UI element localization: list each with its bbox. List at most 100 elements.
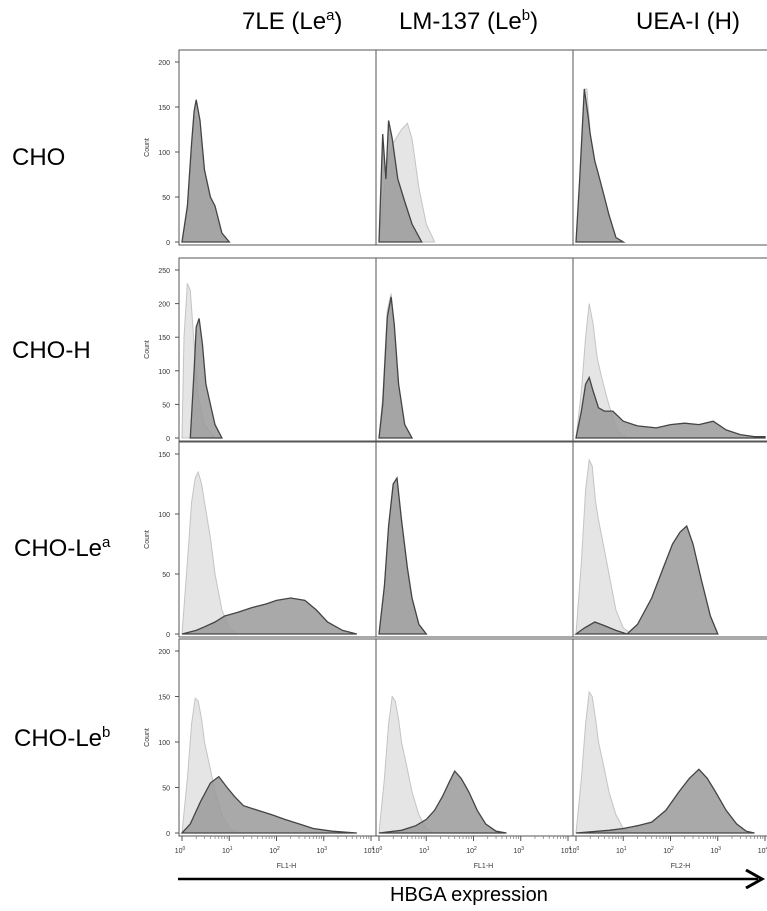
x-tick-label: 102	[269, 846, 280, 855]
y-tick-label: 0	[166, 436, 170, 443]
x-tick-exponent: 1	[230, 846, 233, 852]
y-axis-label: Count	[144, 138, 151, 157]
y-tick-label: 50	[162, 572, 170, 579]
column-title-tail: )	[530, 8, 539, 35]
row-title-text: CHO	[12, 144, 66, 171]
x-tick-label: 102	[663, 846, 674, 855]
x-axis-caption: HBGA expression	[390, 884, 548, 906]
row-title-sup: b	[102, 724, 111, 741]
x-tick-exponent: 2	[671, 846, 674, 852]
y-tick-label: 0	[166, 240, 170, 247]
x-tick-label: 101	[419, 846, 430, 855]
y-tick-label: 100	[158, 740, 170, 747]
x-axis-label: FL1-H	[474, 863, 493, 870]
stained-histogram	[180, 775, 357, 834]
x-tick-label: 101	[222, 846, 233, 855]
x-axis-label: FL2-H	[671, 863, 690, 870]
y-tick-label: 50	[162, 402, 170, 409]
column-title-7le: 7LE (Lea)	[242, 8, 342, 36]
stained-histogram	[181, 597, 357, 635]
y-tick-label: 200	[158, 302, 170, 309]
column-title-text: LM-137 (Le	[399, 8, 522, 35]
column-title-tail: )	[334, 8, 343, 35]
panel-frame	[572, 441, 767, 638]
stained-histogram	[189, 318, 223, 439]
stained-histogram	[575, 768, 755, 834]
x-tick-exponent: 4	[766, 846, 767, 852]
row-title-sup: a	[102, 534, 111, 551]
stained-histogram	[378, 476, 428, 635]
row-title-text: CHO-Le	[14, 725, 103, 752]
x-tick-exponent: 1	[624, 846, 627, 852]
column-title-text: 7LE (Le	[242, 8, 327, 35]
x-tick-label: 104	[758, 846, 767, 855]
y-axis-label: Count	[144, 728, 151, 747]
x-tick-label: 103	[316, 846, 327, 855]
y-tick-label: 100	[158, 150, 170, 157]
y-tick-label: 50	[162, 195, 170, 202]
stained-histogram	[378, 296, 414, 439]
x-tick-exponent: 4	[569, 846, 572, 852]
y-tick-label: 100	[158, 512, 170, 519]
y-tick-label: 50	[162, 786, 170, 793]
x-tick-label: 103	[513, 846, 524, 855]
row-title-cho-h: CHO-H	[12, 337, 91, 365]
stained-histogram	[378, 120, 423, 243]
y-tick-label: 250	[158, 268, 170, 275]
column-title-lm137: LM-137 (Leb)	[399, 8, 538, 36]
arrow-head	[745, 869, 766, 889]
x-axis-label: FL1-H	[277, 863, 296, 870]
x-tick-exponent: 3	[324, 846, 327, 852]
stained-histogram	[573, 524, 719, 635]
control-histogram	[575, 458, 634, 635]
x-tick-exponent: 0	[183, 846, 186, 852]
row-title-cho: CHO	[12, 144, 65, 172]
x-tick-label: 100	[569, 846, 580, 855]
row-title-cho-leb: CHO-Leb	[14, 725, 110, 753]
y-tick-label: 0	[166, 632, 170, 639]
x-tick-exponent: 4	[372, 846, 375, 852]
column-title-sup: b	[521, 7, 531, 24]
y-tick-label: 0	[166, 831, 170, 838]
row-title-text: CHO-Le	[14, 535, 103, 562]
y-tick-label: 100	[158, 369, 170, 376]
x-tick-exponent: 0	[577, 846, 580, 852]
y-axis-label: Count	[144, 530, 151, 549]
expression-arrow	[178, 869, 766, 889]
row-title-cho-lea: CHO-Lea	[14, 535, 110, 563]
control-histogram	[378, 695, 435, 834]
column-title-uea: UEA-I (H)	[636, 8, 740, 36]
x-tick-exponent: 0	[380, 846, 383, 852]
y-tick-label: 150	[158, 452, 170, 459]
control-histogram	[575, 690, 632, 834]
stained-histogram	[575, 88, 626, 243]
panel-frame	[572, 49, 767, 246]
panel-frame	[572, 257, 767, 442]
control-histogram	[181, 470, 240, 635]
x-tick-exponent: 3	[718, 846, 721, 852]
stained-histogram	[575, 375, 766, 439]
x-tick-label: 104	[561, 846, 572, 855]
x-tick-exponent: 1	[427, 846, 430, 852]
row-title-text: CHO-H	[12, 337, 91, 364]
stained-histogram	[181, 99, 231, 243]
y-tick-label: 150	[158, 105, 170, 112]
x-tick-exponent: 3	[521, 846, 524, 852]
x-tick-label: 102	[466, 846, 477, 855]
x-tick-label: 103	[710, 846, 721, 855]
y-tick-label: 200	[158, 60, 170, 67]
y-tick-label: 150	[158, 335, 170, 342]
x-tick-label: 101	[616, 846, 627, 855]
stained-histogram	[378, 769, 507, 834]
y-tick-label: 150	[158, 695, 170, 702]
x-tick-exponent: 2	[277, 846, 280, 852]
x-tick-label: 100	[175, 846, 186, 855]
x-tick-label: 104	[364, 846, 375, 855]
x-tick-exponent: 2	[474, 846, 477, 852]
panel-frame	[375, 257, 574, 442]
x-tick-label: 100	[372, 846, 383, 855]
column-title-text: UEA-I (H)	[636, 8, 740, 35]
y-axis-label: Count	[144, 340, 151, 359]
column-title-sup: a	[326, 7, 335, 24]
